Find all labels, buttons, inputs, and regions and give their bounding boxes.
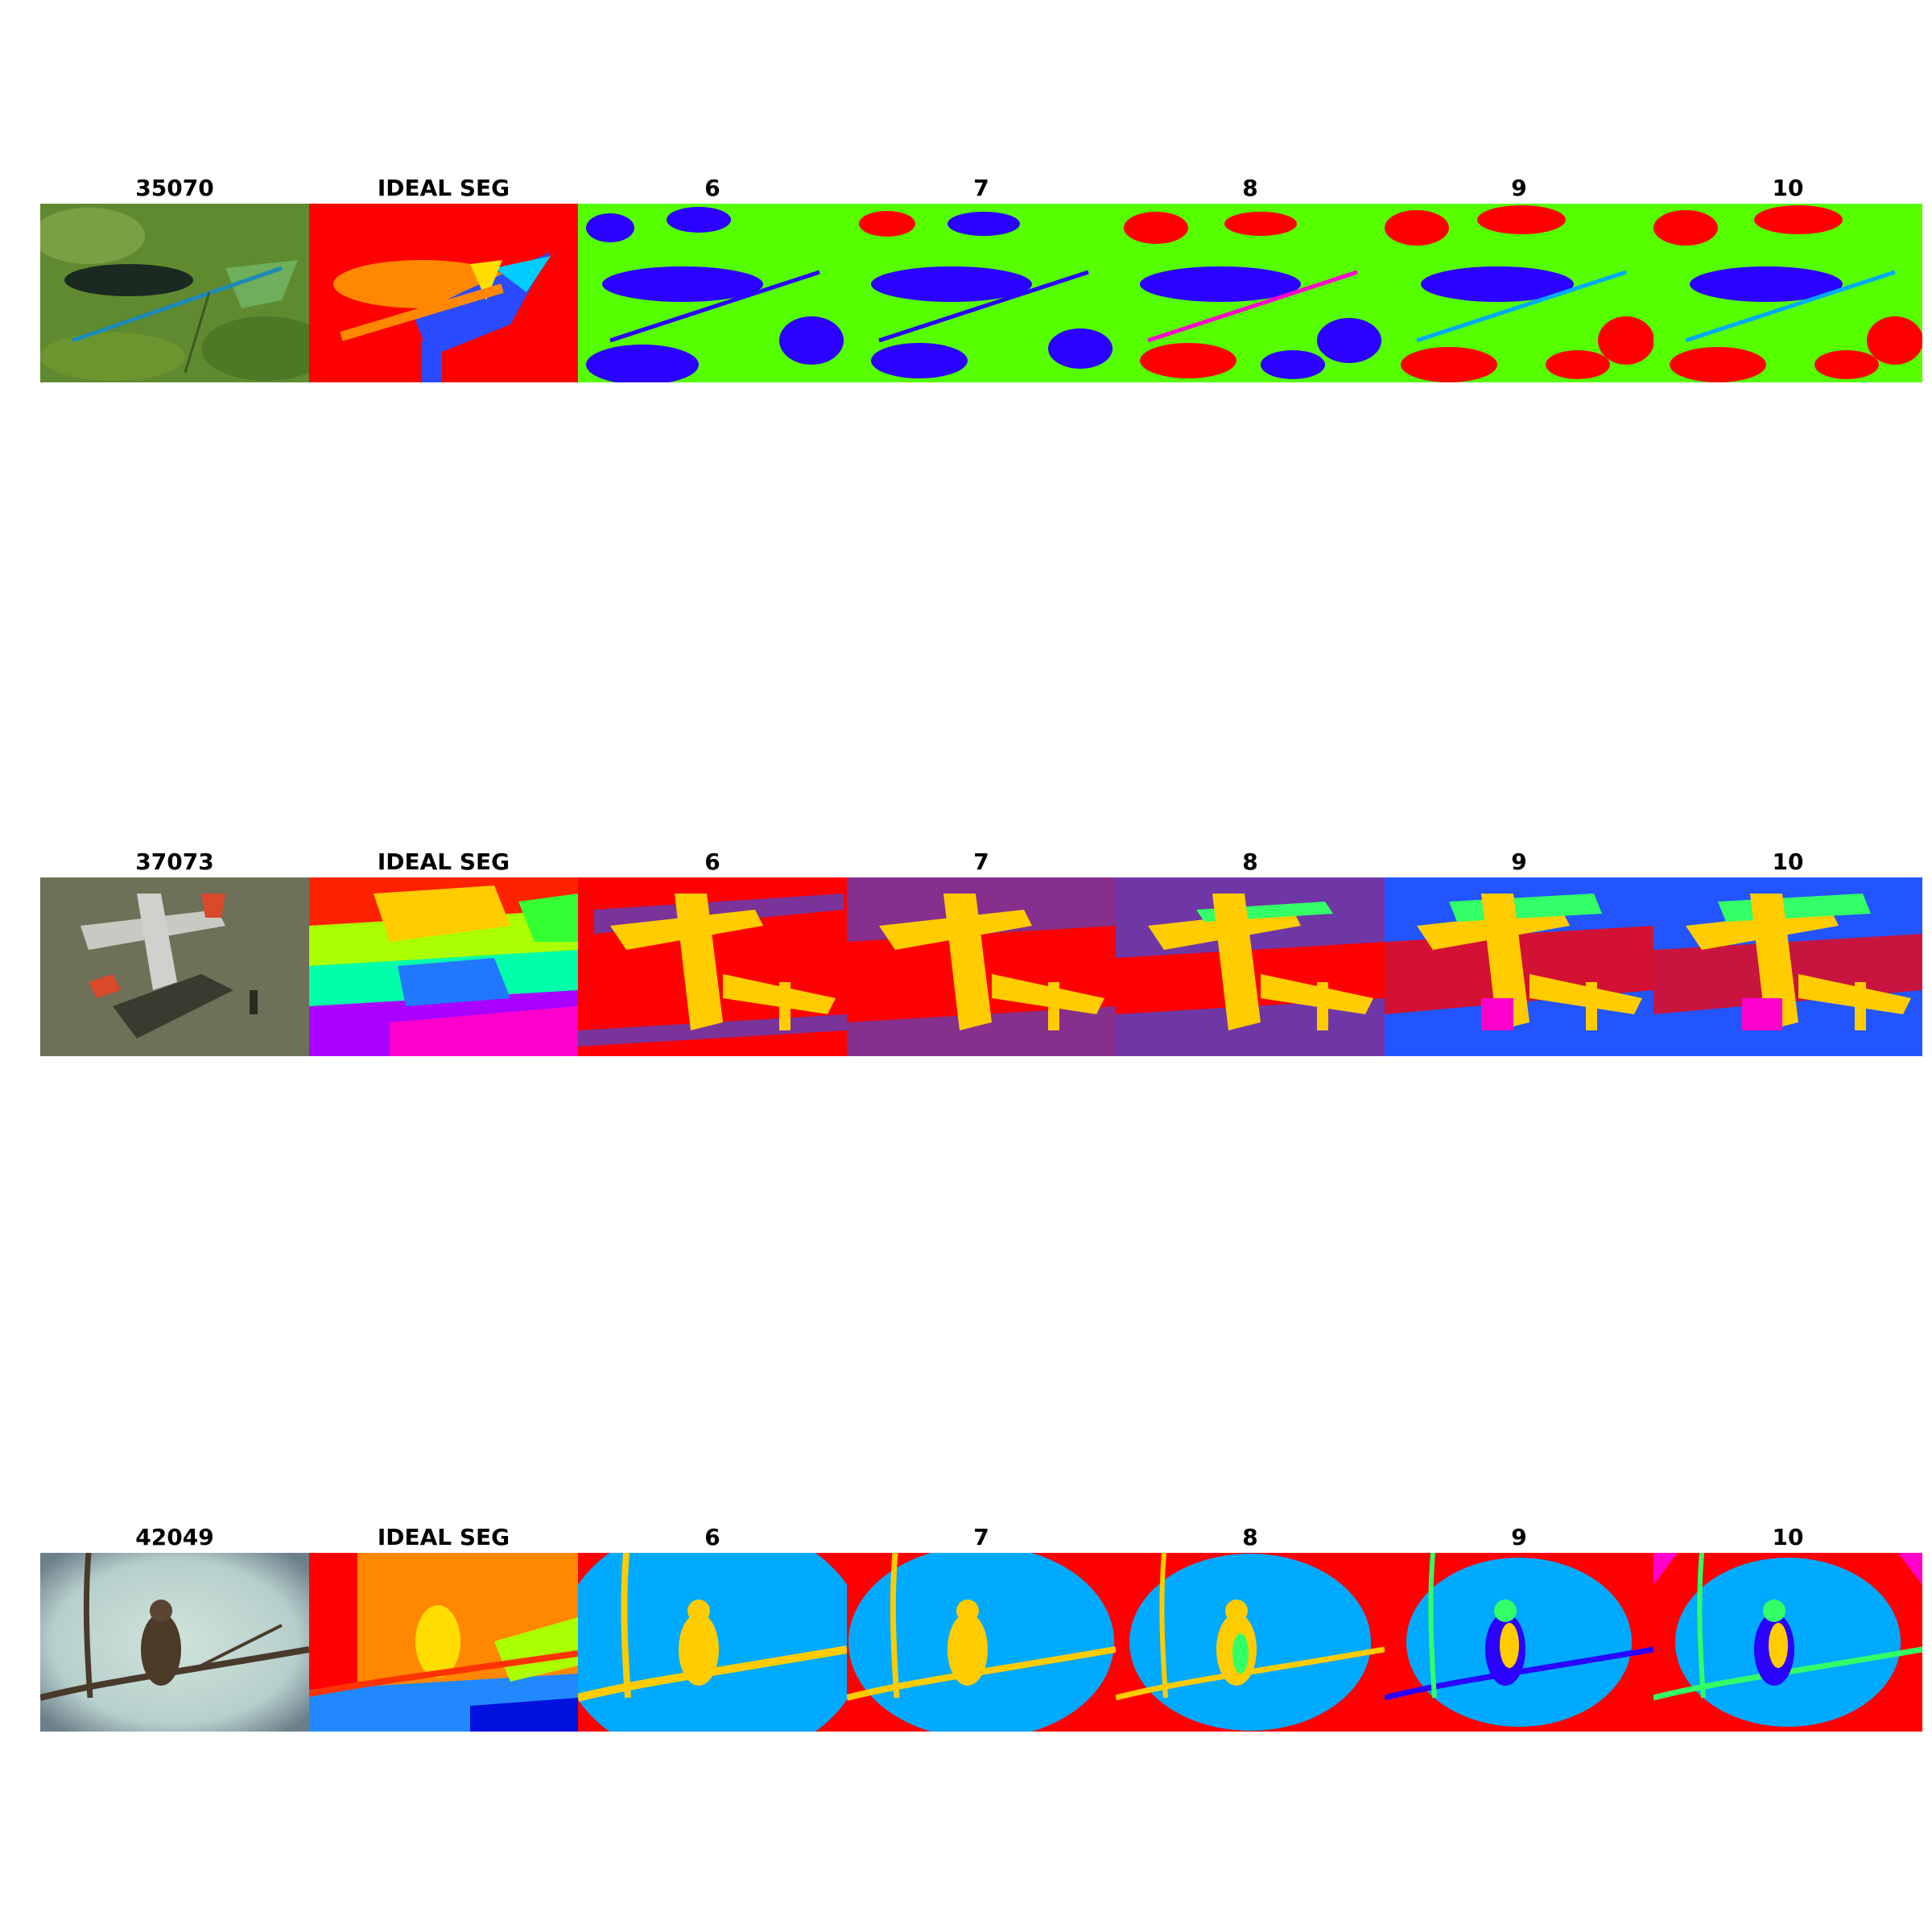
segmentation-ideal (309, 877, 578, 1056)
segmentation-10 (1653, 204, 1922, 382)
panel-title: 10 (1772, 1524, 1804, 1550)
segmentation-7 (847, 1553, 1116, 1732)
panel-title: 10 (1772, 848, 1804, 875)
panel-title: 6 (704, 175, 720, 201)
panel-title: 7 (973, 175, 989, 201)
panel-title: 7 (973, 848, 989, 875)
panel-title: 9 (1511, 1524, 1527, 1550)
panel-original: 37073 (40, 847, 309, 1056)
panel-title: 8 (1242, 848, 1258, 875)
panel-title: IDEAL SEG (377, 848, 510, 875)
panel-segments-9: 9 (1385, 173, 1653, 382)
panel-original: 35070 (40, 173, 309, 382)
panel-ideal-seg: IDEAL SEG (309, 173, 578, 382)
panel-title: 9 (1511, 175, 1527, 201)
segmentation-8 (1116, 1553, 1385, 1732)
panel-segments-10: 10 (1653, 173, 1922, 382)
panel-title: 8 (1242, 1524, 1258, 1550)
panel-title: 8 (1242, 175, 1258, 201)
segmentation-6 (578, 877, 847, 1056)
panel-segments-10: 10 (1653, 847, 1922, 1056)
segmentation-10 (1653, 1553, 1922, 1732)
panel-segments-7: 7 (847, 1522, 1116, 1732)
photo-damselfly (40, 204, 309, 382)
panel-title: IDEAL SEG (377, 175, 510, 201)
panel-segments-8: 8 (1116, 1522, 1385, 1732)
panel-ideal-seg: IDEAL SEG (309, 1522, 578, 1732)
panel-segments-8: 8 (1116, 847, 1385, 1056)
segmentation-7 (847, 204, 1116, 382)
photo-airplane (40, 877, 309, 1056)
panel-segments-6: 6 (578, 847, 847, 1056)
photo-bird (40, 1553, 309, 1732)
panel-segments-8: 8 (1116, 173, 1385, 382)
segmentation-7 (847, 877, 1116, 1056)
segmentation-6 (578, 204, 847, 382)
panel-segments-9: 9 (1385, 847, 1653, 1056)
panel-title: 6 (704, 1524, 720, 1550)
panel-segments-9: 9 (1385, 1522, 1653, 1732)
panel-title: 10 (1772, 175, 1804, 201)
panel-segments-6: 6 (578, 1522, 847, 1732)
figure-row-2: 37073 IDEAL SEG 6 (40, 847, 1924, 1056)
panel-title: 37073 (135, 848, 214, 875)
segmentation-10 (1653, 877, 1922, 1056)
segmentation-8 (1116, 877, 1385, 1056)
panel-segments-6: 6 (578, 173, 847, 382)
segmentation-6 (578, 1553, 847, 1732)
panel-ideal-seg: IDEAL SEG (309, 847, 578, 1056)
panel-segments-7: 7 (847, 847, 1116, 1056)
segmentation-9 (1385, 1553, 1653, 1732)
segmentation-ideal (309, 1553, 578, 1732)
panel-title: 7 (973, 1524, 989, 1550)
panel-original: 42049 (40, 1522, 309, 1732)
segmentation-8 (1116, 204, 1385, 382)
panel-title: IDEAL SEG (377, 1524, 510, 1550)
segmentation-ideal (309, 204, 578, 382)
segmentation-9 (1385, 877, 1653, 1056)
panel-title: 6 (704, 848, 720, 875)
figure-row-1: 35070 IDEAL SEG 6 (40, 173, 1924, 382)
panel-title: 42049 (135, 1524, 214, 1550)
panel-segments-10: 10 (1653, 1522, 1922, 1732)
panel-segments-7: 7 (847, 173, 1116, 382)
panel-title: 35070 (135, 175, 214, 201)
panel-title: 9 (1511, 848, 1527, 875)
segmentation-9 (1385, 204, 1653, 382)
figure-row-3: 42049 IDEAL SEG (40, 1522, 1924, 1732)
